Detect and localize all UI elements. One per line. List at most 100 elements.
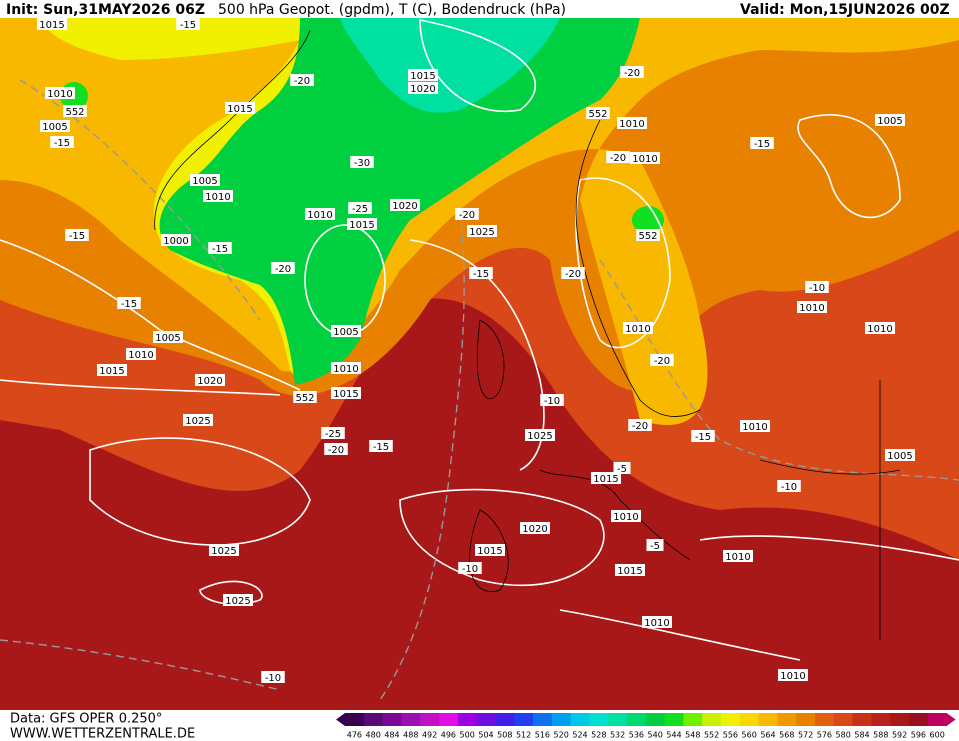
colorbar-label: 552 <box>704 731 719 740</box>
colorbar-cell <box>683 713 703 726</box>
contour-label: -15 <box>121 299 137 310</box>
contour-label: 1015 <box>333 389 358 400</box>
contour-label-box <box>777 480 801 492</box>
contour-label: 1005 <box>877 116 902 127</box>
contour-label: 1005 <box>155 333 180 344</box>
colorbar-label: 556 <box>723 731 738 740</box>
contour-label: 1000 <box>163 236 188 247</box>
colorbar-label: 600 <box>930 731 945 740</box>
contour-label: -15 <box>212 244 228 255</box>
colorbar-cell <box>702 713 722 726</box>
contour-label: 1010 <box>725 552 750 563</box>
contour-label: 1015 <box>593 474 618 485</box>
contour-label-box <box>885 449 915 461</box>
contour-label: -15 <box>754 139 770 150</box>
contour-label-box <box>615 564 645 576</box>
site-name: WWW.WETTERZENTRALE.DE <box>10 727 195 741</box>
contour-label-box <box>797 301 827 313</box>
contour-label: 1020 <box>410 84 435 95</box>
colorbar-label: 592 <box>892 731 907 740</box>
colorbar-label: 584 <box>854 731 869 740</box>
contour-label-box <box>408 69 438 81</box>
colorbar-cell <box>476 713 496 726</box>
colorbar-label: 568 <box>779 731 794 740</box>
colorbar-label: 564 <box>760 731 775 740</box>
contour-label-box <box>469 267 493 279</box>
contour-label-box <box>369 440 393 452</box>
contour-label-box <box>617 117 647 129</box>
colorbar-cell <box>909 713 929 726</box>
colorbar-label: 516 <box>535 731 550 740</box>
colorbar-cell <box>589 713 609 726</box>
contour-label: -15 <box>69 231 85 242</box>
colorbar-cell <box>721 713 741 726</box>
contour-label: 1010 <box>619 119 644 130</box>
contour-label: -15 <box>373 442 389 453</box>
contour-label-box <box>225 102 255 114</box>
colorbar-cell <box>758 713 778 726</box>
colorbar-label: 532 <box>610 731 625 740</box>
colorbar-label: 476 <box>347 731 362 740</box>
contour-label: -15 <box>54 138 70 149</box>
contour-label-box <box>45 87 75 99</box>
colorbar-label: 508 <box>497 731 512 740</box>
colorbar-label: 496 <box>441 731 456 740</box>
init-time: Init: Sun,31MAY2026 06Z <box>6 2 205 18</box>
contour-label-box <box>65 229 89 241</box>
contour-label: 1025 <box>185 416 210 427</box>
colorbar-cell <box>345 713 365 726</box>
contour-label-box <box>63 105 87 117</box>
contour-label: -20 <box>294 76 310 87</box>
contour-label-box <box>190 174 220 186</box>
colorbar-label: 520 <box>554 731 569 740</box>
contour-label-box <box>117 297 141 309</box>
contour-label: -30 <box>354 158 370 169</box>
colorbar-arrow-left <box>336 713 345 726</box>
contour-label: -20 <box>565 269 581 280</box>
colorbar-cell <box>608 713 628 726</box>
colorbar-cell <box>439 713 459 726</box>
contour-label: -15 <box>695 432 711 443</box>
colorbar-cell <box>815 713 835 726</box>
contour-label: 1005 <box>42 122 67 133</box>
contour-label-box <box>613 462 631 474</box>
contour-label: 1025 <box>211 546 236 557</box>
contour-label-box <box>865 322 895 334</box>
contour-label-box <box>875 114 905 126</box>
contour-label-box <box>161 234 191 246</box>
colorbar-label: 500 <box>460 731 475 740</box>
contour-label-box <box>126 348 156 360</box>
colorbar-cell <box>627 713 647 726</box>
contour-label: 1015 <box>477 546 502 557</box>
contour-label: 1010 <box>205 192 230 203</box>
contour-label: 1010 <box>799 303 824 314</box>
contour-label-box <box>223 594 253 606</box>
contour-label-box <box>458 562 482 574</box>
colorbar-cell <box>777 713 797 726</box>
contour-label: 552 <box>295 393 314 404</box>
contour-label-box <box>723 550 753 562</box>
contour-label: -20 <box>632 421 648 432</box>
colorbar-cell <box>570 713 590 726</box>
contour-label-box <box>208 242 232 254</box>
colorbar-arrow-right <box>946 713 956 726</box>
contour-label: -5 <box>617 464 627 475</box>
contour-label: 1010 <box>780 671 805 682</box>
colorbar-cell <box>457 713 478 726</box>
colorbar-label: 596 <box>911 731 926 740</box>
contour-label: -20 <box>624 68 640 79</box>
colorbar-label: 536 <box>629 731 644 740</box>
contour-label-box <box>50 136 74 148</box>
contour-label: 1020 <box>392 201 417 212</box>
colorbar-label: 480 <box>366 731 381 740</box>
colorbar-cell <box>871 713 891 726</box>
colorbar-label: 488 <box>403 731 418 740</box>
colorbar-label: 548 <box>685 731 700 740</box>
colorbar-cell <box>645 713 666 726</box>
contour-label-box <box>203 190 233 202</box>
contour-label: -15 <box>473 269 489 280</box>
contour-label-box <box>805 281 829 293</box>
colorbar-label: 524 <box>572 731 587 740</box>
colorbar-cell <box>533 713 553 726</box>
